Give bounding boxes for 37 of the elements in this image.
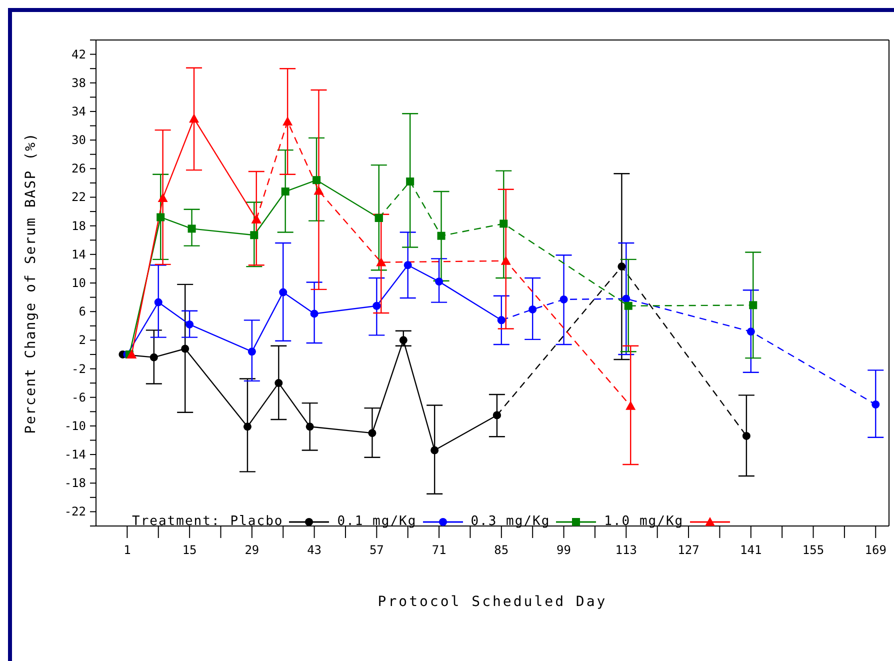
y-tick-label: 34	[72, 104, 86, 118]
x-tick-label: 43	[307, 543, 322, 557]
y-tick-label: -10	[64, 418, 86, 433]
x-tick-label: 1	[124, 543, 131, 557]
y-tick-label: -22	[64, 504, 86, 519]
y-tick-label: 2	[78, 333, 86, 348]
x-tick-label: 71	[432, 543, 446, 557]
y-tick-label: 14	[72, 247, 86, 262]
y-tick-label: 22	[72, 190, 86, 204]
legend-label: 1.0 mg/Kg	[604, 514, 684, 529]
y-tick-label: 38	[72, 76, 86, 90]
x-tick-label: 169	[864, 543, 886, 557]
x-tick-label: 113	[615, 543, 637, 557]
y-tick-label: 30	[72, 133, 86, 148]
x-axis-title: Protocol Scheduled Day	[378, 594, 608, 610]
x-tick-label: 29	[244, 543, 260, 557]
x-tick-label: 15	[182, 543, 197, 557]
y-tick-label: 26	[72, 162, 86, 176]
y-tick-label: 10	[72, 276, 86, 290]
y-tick-label: -6	[72, 390, 86, 404]
x-tick-label: 155	[802, 543, 824, 557]
y-tick-label: 42	[72, 47, 86, 62]
y-tick-label: -14	[64, 448, 86, 462]
x-tick-label: 57	[369, 543, 384, 557]
y-axis-title: Percent Change of Serum BASP (%)	[22, 132, 39, 434]
y-tick-label: -18	[64, 476, 86, 490]
legend-label: Placbo	[230, 514, 284, 529]
y-tick-label: -2	[72, 362, 86, 376]
legend-label: 0.3 mg/Kg	[470, 514, 550, 529]
x-tick-label: 127	[678, 543, 700, 557]
y-tick-label: 6	[78, 304, 86, 319]
legend-label: 0.1 mg/Kg	[337, 514, 417, 529]
x-tick-label: 85	[494, 543, 509, 557]
x-tick-label: 141	[740, 543, 762, 557]
y-tick-label: 18	[72, 218, 86, 233]
legend-title: Treatment:	[132, 514, 220, 529]
x-tick-label: 99	[556, 543, 572, 557]
